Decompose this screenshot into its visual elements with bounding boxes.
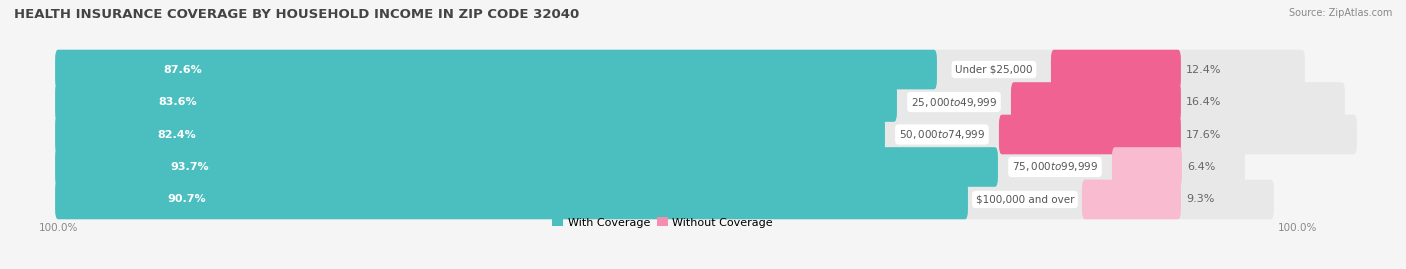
FancyBboxPatch shape	[1083, 180, 1181, 219]
Text: $25,000 to $49,999: $25,000 to $49,999	[911, 95, 997, 108]
Text: HEALTH INSURANCE COVERAGE BY HOUSEHOLD INCOME IN ZIP CODE 32040: HEALTH INSURANCE COVERAGE BY HOUSEHOLD I…	[14, 8, 579, 21]
Text: Under $25,000: Under $25,000	[955, 65, 1032, 75]
FancyBboxPatch shape	[1050, 50, 1181, 89]
Text: 87.6%: 87.6%	[163, 65, 202, 75]
FancyBboxPatch shape	[55, 115, 1357, 154]
FancyBboxPatch shape	[55, 115, 884, 154]
Text: Source: ZipAtlas.com: Source: ZipAtlas.com	[1288, 8, 1392, 18]
FancyBboxPatch shape	[1011, 82, 1181, 122]
Text: 16.4%: 16.4%	[1185, 97, 1222, 107]
FancyBboxPatch shape	[55, 180, 967, 219]
FancyBboxPatch shape	[55, 82, 897, 122]
Text: $100,000 and over: $100,000 and over	[976, 194, 1074, 204]
FancyBboxPatch shape	[55, 82, 1346, 122]
Text: 6.4%: 6.4%	[1187, 162, 1215, 172]
Text: 12.4%: 12.4%	[1185, 65, 1222, 75]
Text: 82.4%: 82.4%	[157, 129, 195, 140]
Text: 90.7%: 90.7%	[167, 194, 205, 204]
FancyBboxPatch shape	[998, 115, 1181, 154]
Legend: With Coverage, Without Coverage: With Coverage, Without Coverage	[551, 216, 775, 229]
FancyBboxPatch shape	[55, 50, 1305, 89]
Text: 83.6%: 83.6%	[159, 97, 197, 107]
Text: $50,000 to $74,999: $50,000 to $74,999	[898, 128, 986, 141]
FancyBboxPatch shape	[55, 180, 1274, 219]
Text: $75,000 to $99,999: $75,000 to $99,999	[1012, 161, 1098, 174]
Text: 17.6%: 17.6%	[1185, 129, 1222, 140]
Text: 9.3%: 9.3%	[1185, 194, 1215, 204]
FancyBboxPatch shape	[1112, 147, 1182, 187]
Text: 93.7%: 93.7%	[170, 162, 209, 172]
FancyBboxPatch shape	[55, 50, 936, 89]
FancyBboxPatch shape	[55, 147, 998, 187]
FancyBboxPatch shape	[55, 147, 1244, 187]
